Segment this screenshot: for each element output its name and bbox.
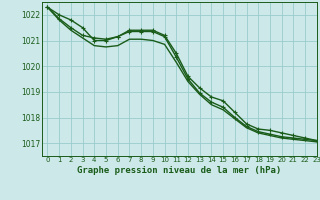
X-axis label: Graphe pression niveau de la mer (hPa): Graphe pression niveau de la mer (hPa)	[77, 166, 281, 175]
